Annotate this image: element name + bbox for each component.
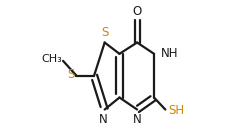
Text: CH₃: CH₃ [41,54,62,64]
Text: SH: SH [168,104,184,117]
Text: NH: NH [160,47,178,60]
Text: N: N [133,113,141,126]
Text: S: S [68,68,75,82]
Text: N: N [99,113,108,126]
Text: S: S [101,26,108,39]
Text: O: O [133,5,142,18]
